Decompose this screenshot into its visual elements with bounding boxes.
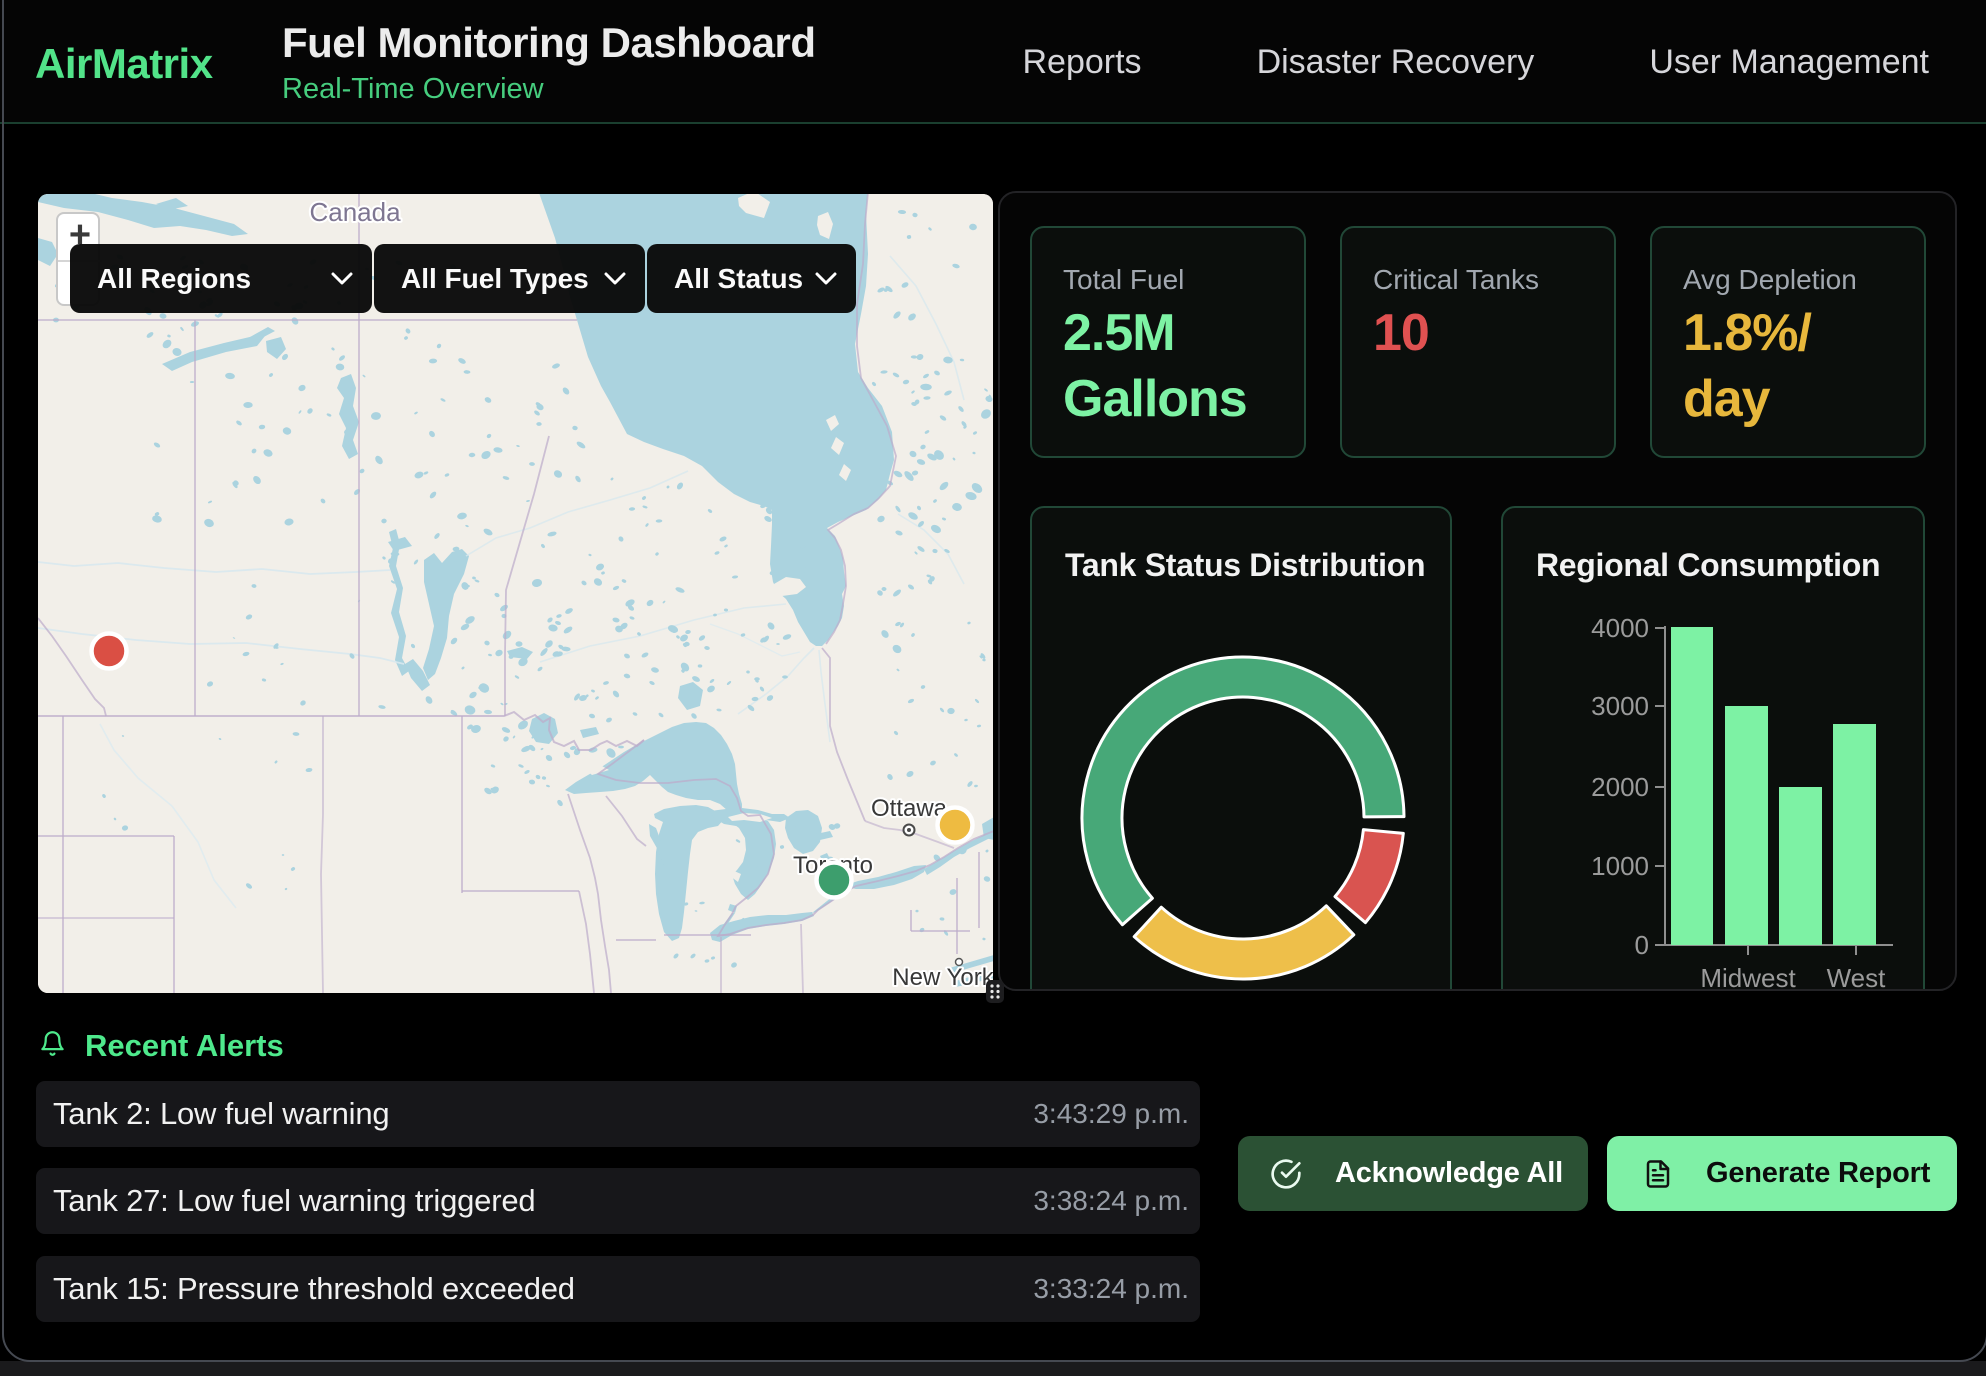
svg-text:Canada: Canada [309,197,401,227]
svg-text:1000: 1000 [1591,851,1649,881]
svg-text:0: 0 [1635,930,1649,960]
svg-text:2000: 2000 [1591,772,1649,802]
svg-text:New York: New York [892,964,993,991]
svg-text:Midwest: Midwest [1700,963,1796,991]
svg-text:4000: 4000 [1591,613,1649,643]
svg-text:West: West [1827,963,1887,991]
svg-text:Ottawa: Ottawa [871,795,948,822]
svg-text:3000: 3000 [1591,691,1649,721]
